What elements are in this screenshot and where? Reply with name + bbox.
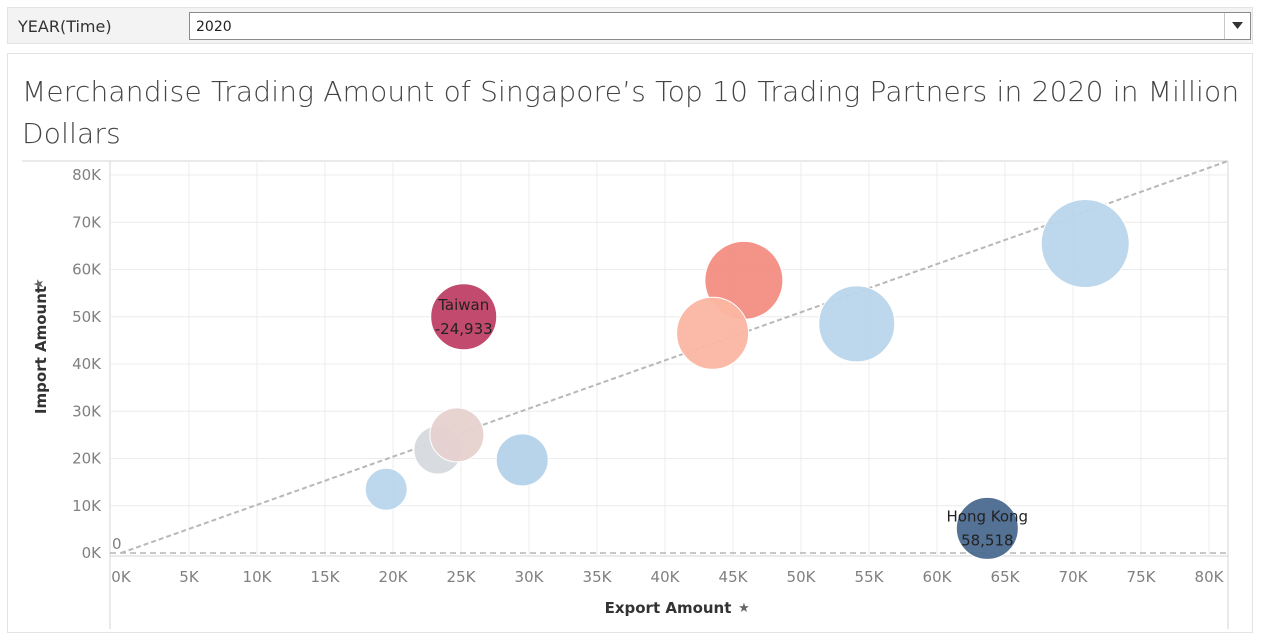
bubble-label-name: Taiwan <box>437 296 489 314</box>
year-dropdown[interactable]: 2020 <box>189 12 1251 40</box>
x-tick-label: 25K <box>447 568 477 586</box>
y-tick-label: 20K <box>72 450 102 468</box>
x-tick-label: 0K <box>111 568 132 586</box>
chart-title: Merchandise Trading Amount of Singapore’… <box>22 75 1240 150</box>
y-tick-label: 40K <box>72 355 102 373</box>
x-tick-label: 75K <box>1127 568 1157 586</box>
pin-icon: ★ <box>32 278 47 290</box>
x-tick-label: 15K <box>311 568 341 586</box>
pin-icon: ★ <box>738 601 750 616</box>
y-tick-label: 0K <box>82 544 103 562</box>
zero-label: 0 <box>112 535 122 553</box>
bubble-8 <box>364 467 408 511</box>
y-tick-label: 80K <box>72 166 102 184</box>
dropdown-button[interactable] <box>1224 13 1250 39</box>
y-axis-title: Import Amount <box>32 286 50 414</box>
bubble-4 <box>430 283 498 351</box>
x-tick-label: 55K <box>855 568 885 586</box>
chevron-down-icon <box>1232 22 1243 29</box>
y-tick-label: 10K <box>72 497 102 515</box>
year-dropdown-value: 2020 <box>196 19 232 35</box>
x-tick-label: 35K <box>583 568 613 586</box>
reference-line <box>120 160 1229 554</box>
x-tick-label: 45K <box>719 568 749 586</box>
x-tick-label: 50K <box>787 568 817 586</box>
x-tick-label: 40K <box>651 568 681 586</box>
bubble-0 <box>1040 199 1130 289</box>
bubble-1 <box>818 285 896 363</box>
x-tick-label: 5K <box>179 568 200 586</box>
bubble-5 <box>495 433 549 487</box>
y-tick-label: 50K <box>72 308 102 326</box>
bubble-7 <box>429 407 485 463</box>
bubble-label-value: 58,518 <box>961 531 1014 549</box>
bubble-9 <box>955 496 1019 560</box>
x-tick-label: 65K <box>991 568 1021 586</box>
y-tick-label: 70K <box>72 213 102 231</box>
x-tick-label: 30K <box>515 568 545 586</box>
y-tick-label: 60K <box>72 261 102 279</box>
filter-label: YEAR(Time) <box>18 17 112 36</box>
x-tick-label: 20K <box>379 568 409 586</box>
chart-panel <box>7 53 1253 633</box>
x-tick-label: 60K <box>923 568 953 586</box>
bubble-label-name: Hong Kong <box>947 507 1029 525</box>
y-tick-label: 30K <box>72 402 102 420</box>
filter-bar: YEAR(Time) 2020 <box>7 7 1253 44</box>
x-axis-title: Export Amount <box>605 599 732 617</box>
bubble-3 <box>676 296 750 370</box>
x-tick-label: 70K <box>1059 568 1089 586</box>
bubble-label-value: -24,933 <box>435 320 493 338</box>
x-tick-label: 10K <box>243 568 273 586</box>
x-tick-label: 80K <box>1195 568 1225 586</box>
